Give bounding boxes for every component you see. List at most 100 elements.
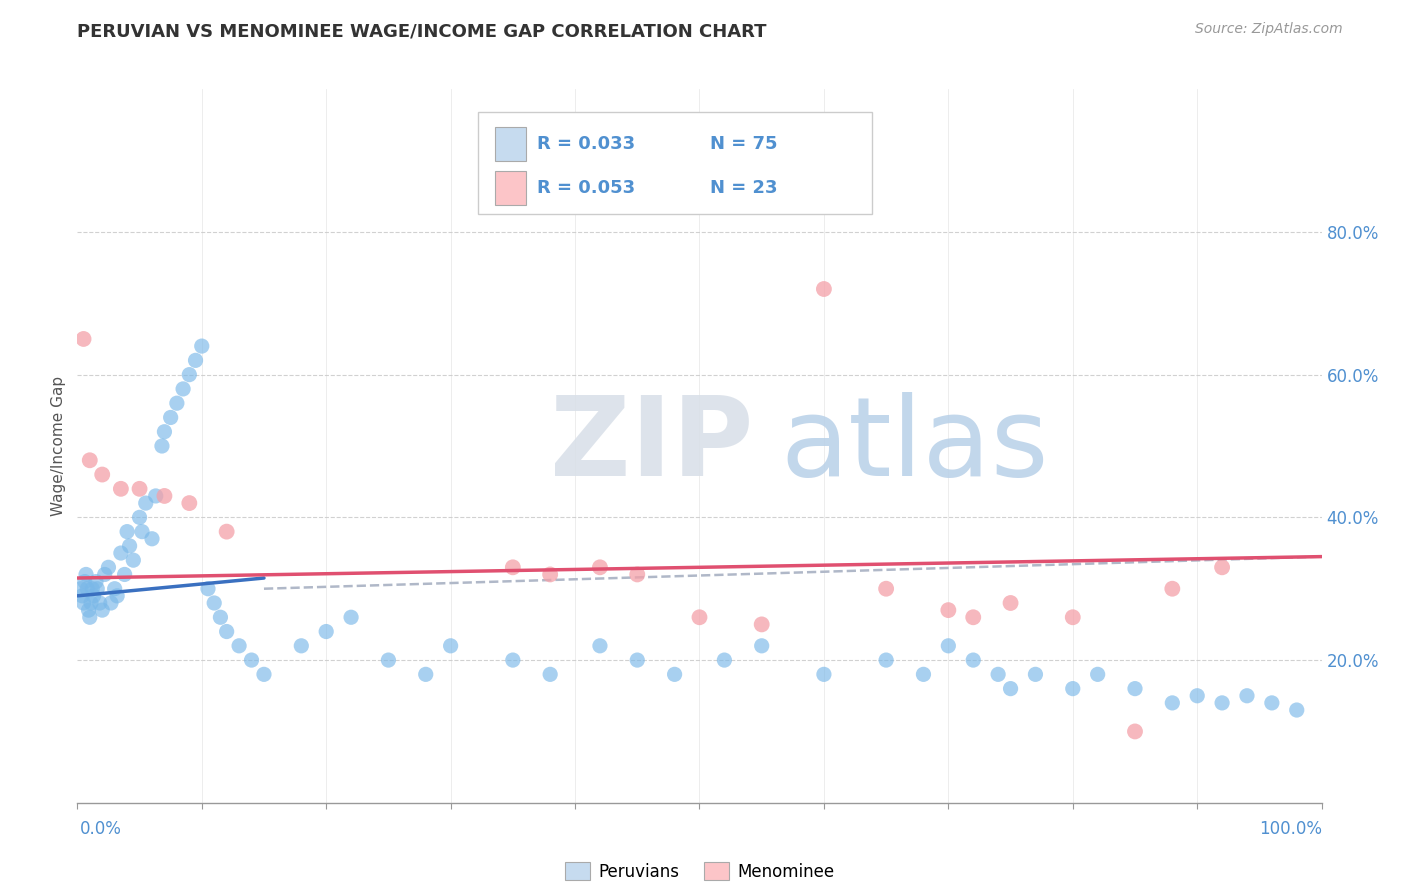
Point — [202, 596, 225, 610]
Point — [75, 567, 97, 582]
Point — [1187, 689, 1209, 703]
Point — [128, 482, 150, 496]
Point — [131, 524, 153, 539]
Point — [340, 610, 363, 624]
Point — [253, 667, 276, 681]
Point — [415, 667, 437, 681]
Point — [962, 653, 984, 667]
Point — [228, 639, 250, 653]
Legend: Peruvians, Menominee: Peruvians, Menominee — [558, 855, 841, 888]
Text: Source: ZipAtlas.com: Source: ZipAtlas.com — [1195, 22, 1343, 37]
Point — [84, 574, 107, 589]
Point — [77, 603, 100, 617]
Point — [114, 567, 136, 582]
Point — [197, 582, 219, 596]
Point — [290, 639, 312, 653]
Point — [938, 603, 960, 617]
Point — [166, 396, 188, 410]
Point — [150, 439, 173, 453]
Point — [104, 582, 127, 596]
Point — [1261, 696, 1284, 710]
Point — [128, 510, 150, 524]
Point — [179, 368, 201, 382]
Point — [1123, 724, 1146, 739]
Point — [315, 624, 337, 639]
Point — [135, 496, 157, 510]
Point — [172, 382, 194, 396]
Point — [1161, 696, 1184, 710]
Point — [79, 610, 101, 624]
Point — [115, 524, 138, 539]
Point — [91, 603, 114, 617]
Text: N = 75: N = 75 — [710, 135, 778, 153]
Point — [153, 489, 176, 503]
Point — [1161, 582, 1184, 596]
Point — [912, 667, 935, 681]
Y-axis label: Wage/Income Gap: Wage/Income Gap — [51, 376, 66, 516]
Text: atlas: atlas — [780, 392, 1049, 500]
Point — [938, 639, 960, 653]
Point — [377, 653, 399, 667]
Point — [875, 653, 897, 667]
Point — [962, 610, 984, 624]
Point — [72, 589, 94, 603]
Point — [813, 667, 835, 681]
Point — [440, 639, 463, 653]
Point — [72, 332, 94, 346]
Text: R = 0.053: R = 0.053 — [537, 179, 636, 197]
Text: N = 23: N = 23 — [710, 179, 778, 197]
Point — [1236, 689, 1258, 703]
Point — [987, 667, 1010, 681]
Point — [191, 339, 214, 353]
Point — [110, 482, 132, 496]
Text: 100.0%: 100.0% — [1258, 820, 1322, 838]
Text: R = 0.033: R = 0.033 — [537, 135, 636, 153]
Point — [100, 596, 122, 610]
Point — [502, 653, 524, 667]
Point — [1123, 681, 1146, 696]
Point — [664, 667, 686, 681]
Point — [538, 567, 561, 582]
Point — [145, 489, 167, 503]
Point — [1000, 681, 1022, 696]
Point — [1211, 560, 1233, 574]
Point — [72, 596, 94, 610]
Point — [153, 425, 176, 439]
Point — [179, 496, 201, 510]
Point — [110, 546, 132, 560]
Point — [589, 560, 612, 574]
Point — [86, 582, 108, 596]
Point — [83, 589, 105, 603]
Point — [689, 610, 711, 624]
Point — [105, 589, 128, 603]
Text: PERUVIAN VS MENOMINEE WAGE/INCOME GAP CORRELATION CHART: PERUVIAN VS MENOMINEE WAGE/INCOME GAP CO… — [77, 22, 766, 40]
Point — [626, 653, 648, 667]
Point — [91, 467, 114, 482]
Point — [538, 667, 561, 681]
Point — [1087, 667, 1109, 681]
Point — [626, 567, 648, 582]
Point — [589, 639, 612, 653]
Text: ZIP: ZIP — [550, 392, 754, 500]
Point — [751, 617, 773, 632]
Point — [122, 553, 145, 567]
Point — [215, 624, 238, 639]
Text: 0.0%: 0.0% — [80, 820, 122, 838]
Point — [1285, 703, 1308, 717]
Point — [713, 653, 735, 667]
Point — [93, 567, 115, 582]
Point — [70, 582, 93, 596]
Point — [240, 653, 263, 667]
Point — [1062, 610, 1084, 624]
Point — [159, 410, 181, 425]
Point — [184, 353, 207, 368]
Point — [80, 596, 103, 610]
Point — [73, 574, 96, 589]
Point — [141, 532, 163, 546]
Point — [813, 282, 835, 296]
Point — [76, 582, 98, 596]
Point — [209, 610, 232, 624]
Point — [1062, 681, 1084, 696]
Point — [875, 582, 897, 596]
Point — [1024, 667, 1046, 681]
